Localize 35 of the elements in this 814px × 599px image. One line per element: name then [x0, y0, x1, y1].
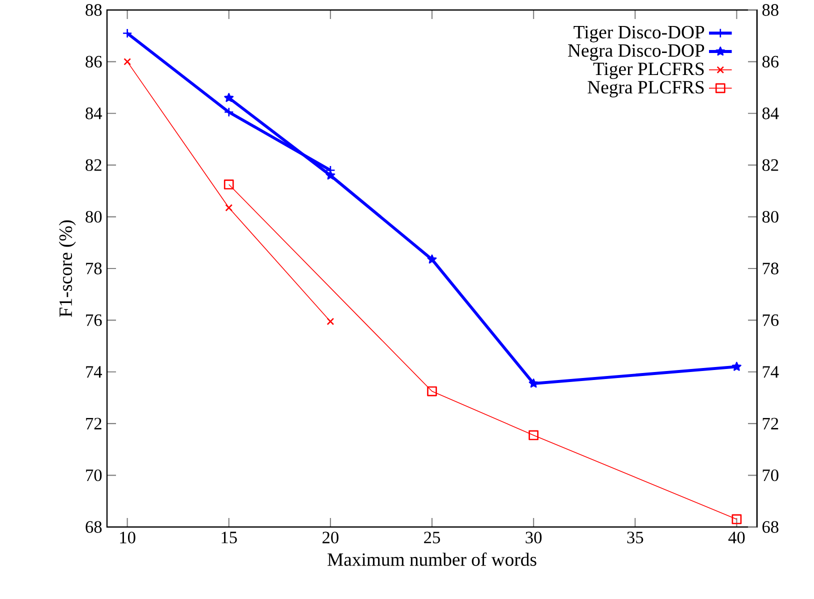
y2-tick-label: 88: [762, 4, 778, 16]
y-tick-label: 74: [86, 366, 102, 378]
y2-tick-label: 82: [762, 159, 778, 171]
y2-tick-label: 74: [762, 366, 779, 378]
x-tick-label: 20: [322, 532, 338, 544]
y-tick-label: 70: [86, 469, 102, 482]
y-axis-title: F1-score (%): [58, 220, 76, 317]
y-tick-label: 86: [86, 56, 102, 68]
y2-tick-label: 78: [762, 262, 778, 274]
y-tick-label: 80: [86, 210, 102, 223]
x-tick-label: 10: [120, 532, 136, 544]
y-tick-label: 76: [86, 314, 102, 326]
x-tick-label: 35: [627, 532, 644, 544]
legend-label: Tiger Disco-DOP: [574, 26, 704, 42]
y2-tick-label: 70: [762, 469, 778, 482]
legend-label: Tiger PLCFRS: [593, 62, 704, 80]
legend-label: Negra PLCFRS: [588, 81, 704, 98]
y-tick-label: 84: [86, 108, 102, 120]
y-tick-label: 88: [86, 4, 102, 16]
y2-tick-label: 72: [762, 418, 778, 430]
x-axis-title: Maximum number of words: [328, 552, 536, 566]
legend-label: Negra Disco-DOP: [568, 44, 704, 61]
y-tick-label: 72: [86, 418, 102, 430]
x-tick-label: 40: [728, 532, 745, 544]
y-tick-label: 78: [86, 262, 102, 274]
y2-tick-label: 76: [762, 314, 779, 326]
y2-tick-label: 68: [762, 521, 778, 533]
x-tick-label: 30: [526, 532, 542, 544]
y-tick-label: 68: [86, 521, 102, 533]
y2-tick-label: 86: [762, 56, 779, 68]
y2-tick-label: 80: [762, 210, 778, 223]
y-tick-label: 82: [86, 159, 102, 171]
x-tick-label: 15: [222, 532, 237, 544]
y2-tick-label: 84: [762, 108, 779, 120]
x-tick-label: 25: [424, 532, 440, 544]
